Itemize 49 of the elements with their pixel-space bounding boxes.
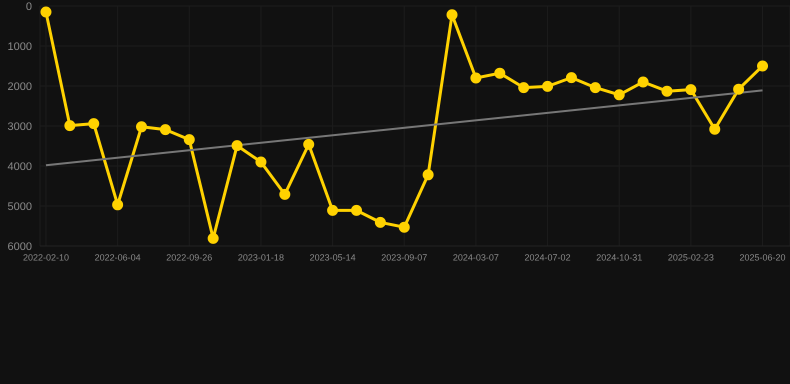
y-tick-label: 6000 <box>8 240 32 253</box>
point <box>398 222 410 233</box>
point <box>422 169 434 180</box>
x-tick-label: 2025-02-23 <box>668 252 714 262</box>
point <box>709 124 720 135</box>
x-tick-label: 2023-05-14 <box>310 252 356 262</box>
point <box>327 204 338 216</box>
y-tick-label: 3000 <box>8 120 32 133</box>
x-tick-label: 2022-09-26 <box>166 252 212 262</box>
point <box>661 86 672 97</box>
y-tick-label: 5000 <box>8 200 32 213</box>
point <box>136 121 148 132</box>
x-tick-label: 2022-02-10 <box>22 252 69 262</box>
x-tick-label: 2024-07-02 <box>524 252 571 262</box>
point <box>757 60 768 72</box>
point <box>518 82 530 94</box>
point <box>303 138 314 150</box>
point <box>232 140 243 152</box>
point <box>64 120 76 132</box>
point <box>350 204 362 216</box>
x-tick-label: 2022-06-04 <box>94 252 141 262</box>
point <box>208 232 219 244</box>
point <box>494 68 506 79</box>
x-tick-label: 2024-10-31 <box>596 252 642 262</box>
point <box>590 82 601 94</box>
x-tick-label: 2025-06-20 <box>740 252 786 262</box>
x-tick-label: 2024-03-07 <box>452 252 499 262</box>
point <box>566 72 577 84</box>
y-tick-label: 0 <box>26 0 32 13</box>
y-tick-label: 2000 <box>8 80 32 93</box>
y-tick-label: 1000 <box>8 40 32 53</box>
y-tick-label: 4000 <box>8 160 32 173</box>
point <box>542 80 554 92</box>
point <box>446 9 458 20</box>
point <box>88 118 100 130</box>
point <box>279 188 290 200</box>
point <box>255 156 266 168</box>
point <box>40 6 52 18</box>
x-tick-label: 2023-01-18 <box>238 252 284 262</box>
point <box>184 134 195 146</box>
point <box>685 84 696 96</box>
point <box>160 124 171 136</box>
point <box>374 216 386 228</box>
point <box>614 89 625 100</box>
point <box>733 84 744 95</box>
x-tick-label: 2023-09-07 <box>381 252 428 262</box>
point <box>470 72 482 84</box>
point <box>638 76 649 88</box>
point <box>112 199 124 210</box>
